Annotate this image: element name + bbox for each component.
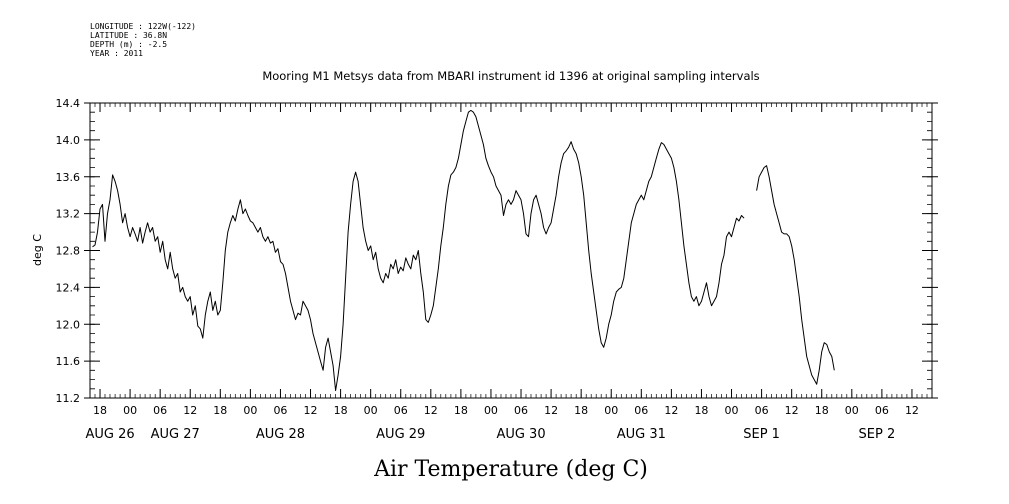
x-date-label: AUG 31 (617, 427, 666, 442)
x-date-label: AUG 30 (496, 427, 545, 442)
x-tick-label: 06 (755, 404, 769, 417)
y-axis-label: deg C (31, 234, 44, 266)
x-tick-label: 12 (664, 404, 678, 417)
x-tick-label: 00 (845, 404, 859, 417)
x-tick-label: 18 (454, 404, 468, 417)
y-minor-ticks (90, 102, 932, 399)
y-tick-label: 11.2 (56, 392, 81, 405)
series-line-1 (92, 109, 745, 392)
x-tick-label: 06 (875, 404, 889, 417)
x-tick-label: 18 (574, 404, 588, 417)
x-tick-label: 00 (243, 404, 257, 417)
series-line-2 (756, 165, 835, 385)
x-tick-label: 06 (153, 404, 167, 417)
y-tick-label: 13.2 (56, 208, 81, 221)
x-tick-label: 18 (334, 404, 348, 417)
y-tick-label: 14.0 (56, 134, 81, 147)
x-tick-label: 18 (815, 404, 829, 417)
x-tick-label: 18 (93, 404, 107, 417)
x-date-label: AUG 28 (256, 427, 305, 442)
y-tick-label: 14.4 (56, 97, 81, 110)
x-tick-label: 00 (604, 404, 618, 417)
x-tick-label: 00 (725, 404, 739, 417)
x-date-label: AUG 27 (151, 427, 200, 442)
x-tick-label: 12 (183, 404, 197, 417)
y-tick-label: 11.6 (56, 355, 81, 368)
x-tick-label: 18 (694, 404, 708, 417)
x-tick-label: 00 (484, 404, 498, 417)
plot-frame (89, 102, 933, 399)
series-group (92, 109, 835, 392)
year-label: YEAR : 2011 (90, 49, 143, 58)
x-date-label: AUG 29 (376, 427, 425, 442)
y-tick-label: 12.8 (56, 245, 81, 258)
y-tick-label: 13.6 (56, 171, 81, 184)
x-tick-label: 18 (213, 404, 227, 417)
x-tick-label: 06 (634, 404, 648, 417)
x-tick-label: 06 (394, 404, 408, 417)
x-date-label: AUG 26 (85, 427, 134, 442)
y-tick-label: 12.4 (56, 281, 81, 294)
x-tick-label: 12 (304, 404, 318, 417)
depth-label: DEPTH (m) : -2.5 (90, 40, 168, 49)
x-tick-label: 06 (514, 404, 528, 417)
x-tick-label: 12 (905, 404, 919, 417)
x-date-label: SEP 1 (743, 427, 780, 442)
x-tick-label: 12 (424, 404, 438, 417)
x-tick-label: 00 (123, 404, 137, 417)
y-tick-label: 12.0 (56, 318, 81, 331)
latitude-label: LATITUDE : 36.8N (90, 31, 168, 40)
x-tick-label: 06 (273, 404, 287, 417)
chart-title: Mooring M1 Metsys data from MBARI instru… (262, 69, 759, 83)
x-minor-ticks (89, 103, 933, 398)
metadata-block: LONGITUDE : 122W(-122) LATITUDE : 36.8N … (90, 22, 196, 58)
longitude-label: LONGITUDE : 122W(-122) (90, 22, 196, 31)
x-axis-title: Air Temperature (deg C) (373, 457, 648, 482)
x-date-label: SEP 2 (859, 427, 896, 442)
x-tick-label: 12 (785, 404, 799, 417)
x-tick-label: 12 (544, 404, 558, 417)
axes-group: 18 00 06 12 18 00 06 12 18 00 06 12 18 00 06 12 18 00 06 12… (56, 97, 938, 442)
x-tick-label: 00 (364, 404, 378, 417)
